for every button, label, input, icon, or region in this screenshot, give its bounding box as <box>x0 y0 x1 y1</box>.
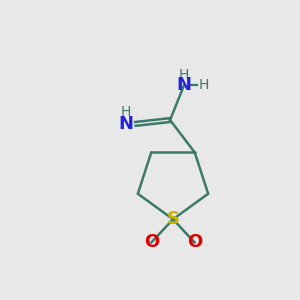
Text: O: O <box>187 233 202 251</box>
Text: N: N <box>118 115 133 133</box>
Text: S: S <box>167 210 179 228</box>
Text: H: H <box>120 105 130 119</box>
Text: H: H <box>199 78 209 92</box>
Text: N: N <box>176 76 191 94</box>
Text: H: H <box>179 68 189 82</box>
Text: O: O <box>144 233 159 251</box>
